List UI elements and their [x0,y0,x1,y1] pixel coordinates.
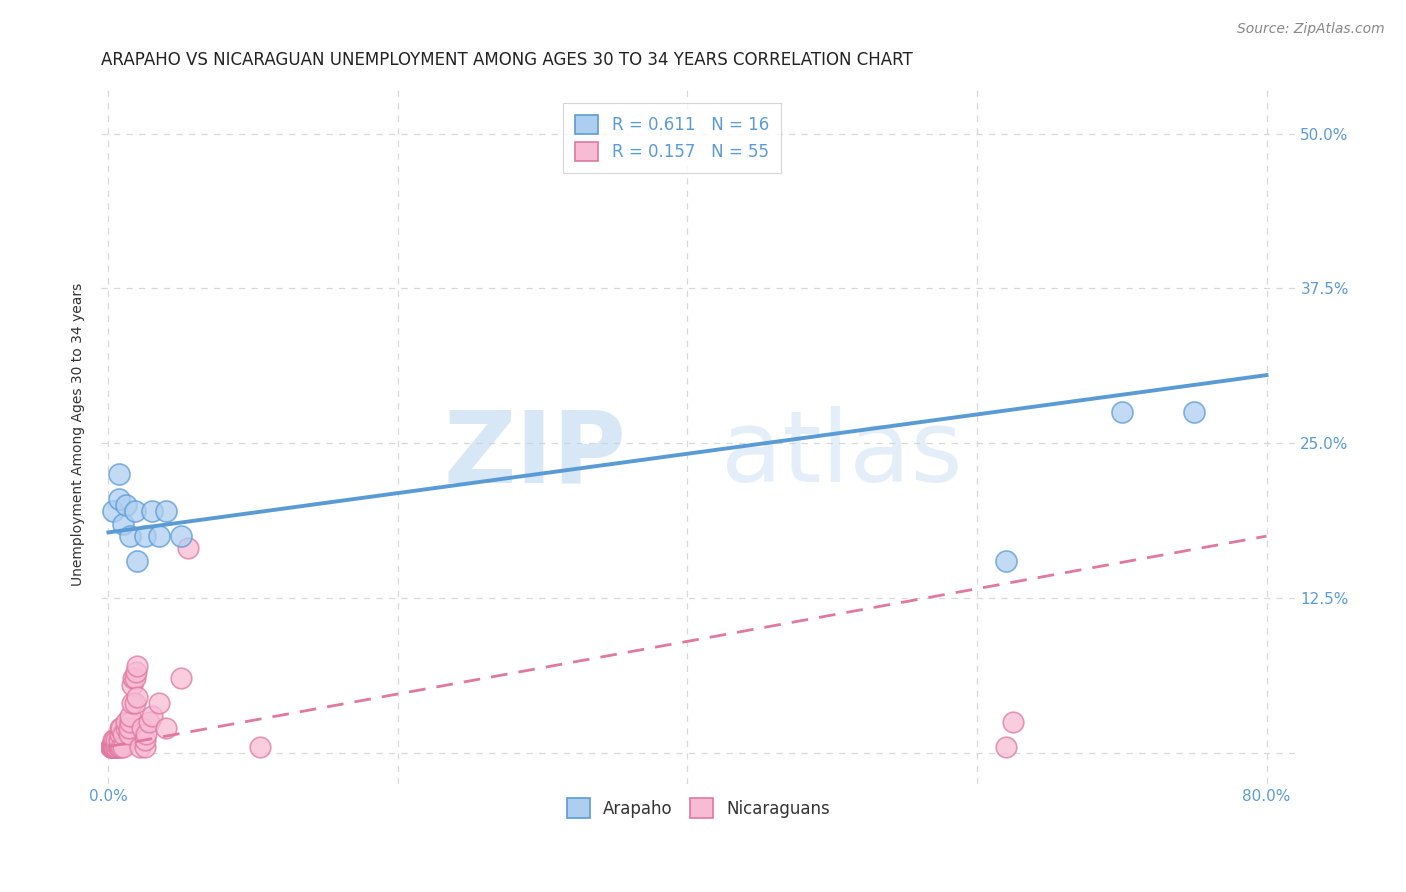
Point [141,504,163,518]
Point [135,727,157,741]
Point [127,554,149,568]
Point [101,737,124,751]
Point [100,739,122,754]
Point [104,733,127,747]
Point [134,739,156,754]
Point [121,696,143,710]
Point [103,733,125,747]
Point [104,737,127,751]
Point [107,491,129,506]
Point [120,708,142,723]
Point [994,739,1017,754]
Point [124,672,146,686]
Point [121,678,143,692]
Legend: Arapaho, Nicaraguans: Arapaho, Nicaraguans [560,792,837,824]
Point [141,708,163,723]
Point [122,672,145,686]
Point [127,690,149,704]
Point [108,721,131,735]
Point [1002,714,1025,729]
Point [103,739,125,754]
Point [114,721,136,735]
Point [134,529,156,543]
Point [101,739,124,754]
Point [100,739,122,754]
Point [110,739,132,754]
Point [131,721,153,735]
Point [104,739,127,754]
Point [148,696,170,710]
Point [148,529,170,543]
Point [107,739,129,754]
Point [155,504,177,518]
Point [114,498,136,512]
Point [114,714,136,729]
Point [138,714,160,729]
Point [134,733,156,747]
Point [101,739,124,754]
Point [127,659,149,673]
Y-axis label: Unemployment Among Ages 30 to 34 years: Unemployment Among Ages 30 to 34 years [72,282,86,585]
Point [111,739,134,754]
Point [101,504,124,518]
Point [103,739,125,754]
Text: atlas: atlas [721,407,963,503]
Point [111,727,134,741]
Point [249,739,271,754]
Point [120,714,142,729]
Point [994,554,1017,568]
Point [100,739,122,754]
Point [107,467,129,482]
Point [101,733,124,747]
Point [104,739,127,754]
Point [1111,405,1133,419]
Point [120,529,142,543]
Point [101,739,124,754]
Point [170,529,193,543]
Point [118,727,141,741]
Point [1182,405,1205,419]
Point [111,516,134,531]
Text: Source: ZipAtlas.com: Source: ZipAtlas.com [1237,22,1385,37]
Point [108,727,131,741]
Point [124,504,146,518]
Point [110,721,132,735]
Point [101,739,124,754]
Text: ARAPAHO VS NICARAGUAN UNEMPLOYMENT AMONG AGES 30 TO 34 YEARS CORRELATION CHART: ARAPAHO VS NICARAGUAN UNEMPLOYMENT AMONG… [101,51,912,69]
Point [124,696,146,710]
Point [107,737,129,751]
Point [107,733,129,747]
Point [107,739,129,754]
Point [129,739,152,754]
Point [170,672,193,686]
Point [125,665,148,680]
Point [177,541,200,556]
Point [104,739,127,754]
Point [155,721,177,735]
Text: ZIP: ZIP [444,407,627,503]
Point [118,721,141,735]
